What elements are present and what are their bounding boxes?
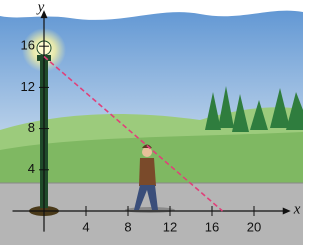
scene <box>0 0 303 245</box>
y-tick-label: 12 <box>21 79 35 94</box>
page: {"chart_data":{"type":"line","x_label":"… <box>0 0 303 245</box>
y-tick-label: 8 <box>28 120 35 135</box>
x-tick-label: 12 <box>163 219 177 234</box>
x-tick-label: 16 <box>205 219 219 234</box>
y-axis-label: y <box>36 0 45 16</box>
chart: x y 4 8 12 16 20 4 8 12 16 <box>0 0 303 245</box>
y-tick-label: 4 <box>28 161 35 176</box>
x-tick-label: 4 <box>82 219 89 234</box>
x-tick-label: 8 <box>124 219 131 234</box>
x-tick-label: 20 <box>247 219 261 234</box>
y-tick-label: 16 <box>21 38 35 53</box>
x-axis-label: x <box>293 201 301 217</box>
